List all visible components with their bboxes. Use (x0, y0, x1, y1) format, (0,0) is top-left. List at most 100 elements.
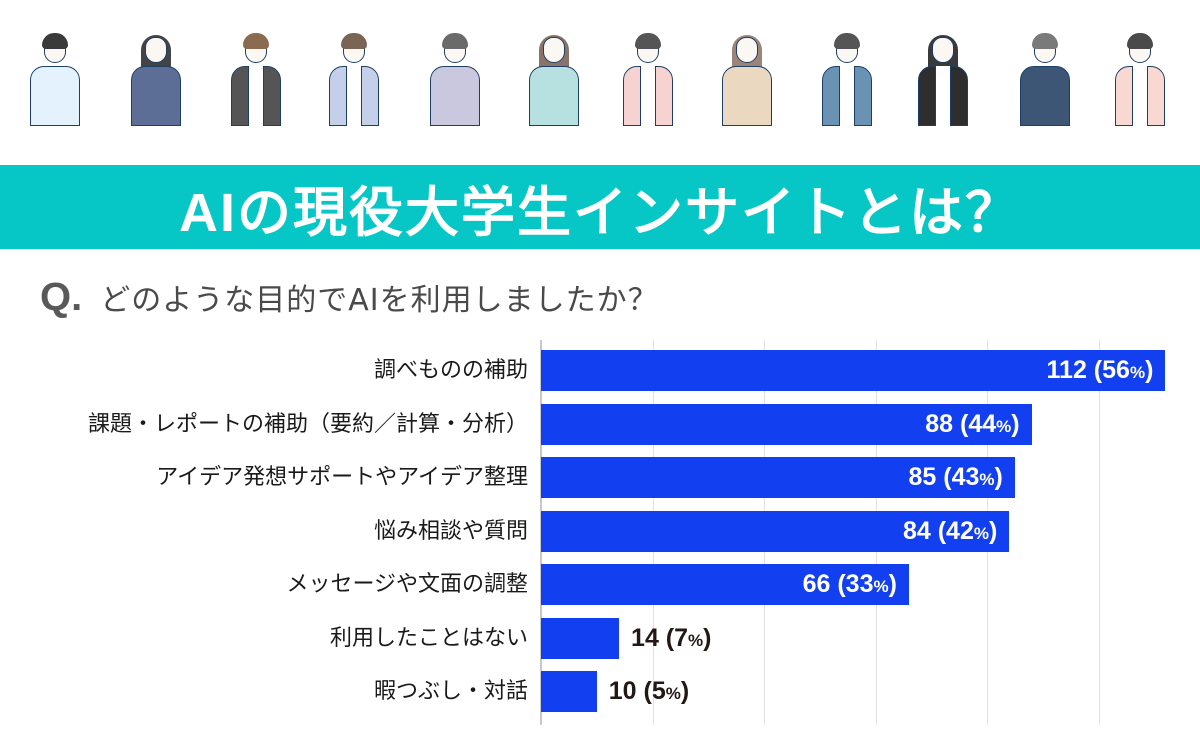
person-illustration (717, 30, 777, 126)
value-percent: (33 (830, 570, 874, 598)
question-heading: Q. どのような目的でAIを利用しましたか？ (40, 272, 659, 322)
bar-chart: 調べものの補助 112 (56%) 課題・レポートの補助（要約／計算・分析） 88 (… (0, 340, 1200, 730)
value-label: 66 (33%) (803, 564, 897, 605)
value-percent: (7 (658, 623, 689, 652)
category-label: 調べものの補助 (373, 358, 528, 383)
value-label: 14 (7%) (631, 618, 711, 659)
person-illustration (126, 30, 186, 126)
percent-sign: % (973, 523, 989, 543)
face-shape (145, 37, 167, 63)
value-close-paren: ) (703, 623, 712, 652)
value-close-paren: ) (1145, 356, 1154, 384)
value-close-paren: ) (994, 463, 1003, 491)
chart-row: アイデア発想サポートやアイデア整理 85 (43%) (0, 457, 1200, 498)
hair-shape (834, 33, 860, 49)
percent-sign: % (688, 630, 704, 650)
inner-shirt-shape (839, 66, 855, 126)
percent-sign: % (1129, 363, 1146, 382)
category-label: 利用したことはない (329, 625, 528, 651)
value-close-paren: ) (680, 677, 690, 705)
percent-sign: % (873, 577, 889, 596)
value-count: 66 (802, 570, 831, 598)
chart-row: 課題・レポートの補助（要約／計算・分析） 88 (44%) (0, 403, 1200, 445)
inner-shirt-shape (1132, 66, 1148, 126)
value-label: 84 (42%) (903, 511, 997, 552)
hair-shape (42, 33, 68, 49)
value-label: 85 (43%) (909, 457, 1003, 498)
category-label: アイデア発想サポートやアイデア整理 (156, 465, 528, 490)
title-banner: AIの現役大学生インサイトとは？ (0, 165, 1200, 249)
question-text: どのような目的でAIを利用しましたか？ (100, 283, 659, 318)
value-count: 84 (902, 516, 931, 545)
percent-sign: % (996, 416, 1012, 436)
chart-row: 調べものの補助 112 (56%) (0, 350, 1200, 391)
face-shape (543, 37, 565, 63)
chart-row: 悩み相談や質問 84 (42%) (0, 510, 1200, 552)
inner-shirt-shape (640, 66, 656, 126)
chart-row: 暇つぶし・対話 10 (5%) (0, 671, 1200, 712)
value-label: 88 (44%) (925, 404, 1019, 445)
clothing-shape (131, 66, 181, 126)
value-close-paren: ) (888, 570, 897, 598)
bar (541, 671, 597, 712)
bar (541, 350, 1166, 391)
chart-row: メッセージや文面の調整 66 (33%) (0, 564, 1200, 605)
inner-shirt-shape (248, 66, 264, 126)
category-label: メッセージや文面の調整 (286, 572, 528, 597)
clothing-shape (529, 66, 579, 126)
inner-shirt-shape (935, 66, 951, 126)
person-illustration (1015, 30, 1075, 126)
clothing-shape (722, 66, 772, 126)
clothing-shape (430, 66, 480, 126)
hair-shape (1127, 33, 1153, 49)
person-illustration (425, 30, 485, 126)
bar (541, 457, 1015, 498)
value-close-paren: ) (988, 516, 998, 545)
clothing-shape (1020, 66, 1070, 126)
value-count: 88 (925, 409, 954, 438)
value-count: 10 (608, 677, 637, 705)
hair-shape (341, 33, 367, 49)
student-illustrations-row (0, 0, 1200, 160)
category-label: 課題・レポートの補助（要約／計算・分析） (87, 411, 528, 437)
value-percent: (43 (936, 463, 980, 491)
person-illustration (817, 30, 877, 126)
chart-row: 利用したことはない 14 (7%) (0, 617, 1200, 659)
percent-sign: % (665, 684, 681, 703)
value-count: 85 (908, 463, 937, 491)
value-label: 10 (5%) (609, 671, 689, 712)
person-illustration (25, 30, 85, 126)
person-illustration (324, 30, 384, 126)
value-label: 112 (56%) (1047, 350, 1154, 391)
gridline (1098, 340, 1100, 725)
bar (541, 510, 1010, 552)
hair-shape (243, 33, 269, 49)
value-percent: (5 (636, 677, 666, 705)
hair-shape (442, 33, 468, 49)
value-percent: (56 (1086, 356, 1130, 384)
question-marker: Q. (40, 274, 83, 319)
category-label: 暇つぶし・対話 (373, 679, 528, 704)
face-shape (736, 37, 758, 63)
bar (541, 564, 909, 605)
value-percent: (42 (930, 516, 974, 545)
percent-sign: % (979, 470, 995, 489)
clothing-shape (30, 66, 80, 126)
value-count: 14 (631, 623, 659, 652)
person-illustration (226, 30, 286, 126)
value-close-paren: ) (1011, 409, 1020, 438)
category-label: 悩み相談や質問 (373, 518, 528, 544)
face-shape (932, 37, 954, 63)
bar (541, 617, 620, 659)
bar (541, 403, 1032, 445)
inner-shirt-shape (346, 66, 362, 126)
person-illustration (913, 30, 973, 126)
person-illustration (618, 30, 678, 126)
person-illustration (1110, 30, 1170, 126)
person-illustration (524, 30, 584, 126)
banner-title: AIの現役大学生インサイトとは？ (179, 182, 1021, 243)
value-percent: (44 (953, 409, 997, 438)
hair-shape (1032, 33, 1058, 49)
hair-shape (635, 33, 661, 49)
value-count: 112 (1046, 356, 1087, 384)
